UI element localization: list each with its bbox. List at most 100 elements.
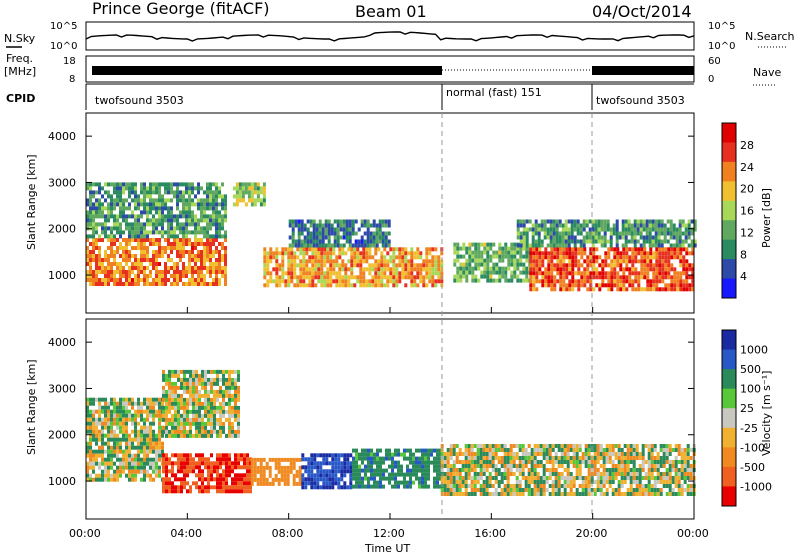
- cell-power-0: [119, 282, 122, 286]
- cell-power-5: [525, 279, 528, 283]
- cell-vel-1: [216, 453, 219, 457]
- cell-power-0: [152, 258, 155, 262]
- cell-power-1: [167, 226, 170, 230]
- cell-power-0: [164, 246, 167, 250]
- cell-power-6: [619, 275, 622, 279]
- cell-power-6: [592, 267, 595, 271]
- cell-vel-5: [376, 461, 379, 465]
- cell-power-7: [556, 232, 559, 236]
- cell-vel-0: [158, 422, 161, 426]
- cell-vel-2: [165, 382, 168, 386]
- cell-power-7: [634, 228, 637, 232]
- cell-power-4: [337, 228, 340, 232]
- cell-vel-0: [104, 458, 107, 462]
- cell-power-7: [604, 244, 607, 248]
- cell-power-5: [489, 279, 492, 283]
- cell-power-7: [517, 220, 520, 224]
- cell-power-3: [266, 283, 269, 287]
- cell-vel-6: [534, 492, 537, 496]
- cell-vel-4: [331, 477, 334, 481]
- cell-vel-2: [195, 398, 198, 402]
- cell-power-3: [419, 275, 422, 279]
- cell-vel-6: [492, 476, 495, 480]
- cell-vel-6: [597, 488, 600, 492]
- cell-vel-5: [382, 473, 385, 477]
- cell-vel-5: [397, 465, 400, 469]
- cell-power-3: [311, 247, 314, 251]
- cell-vel-0: [110, 446, 113, 450]
- cell-power-0: [179, 254, 182, 258]
- cell-vel-0: [107, 450, 110, 454]
- cell-vel-2: [162, 398, 165, 402]
- cell-vel-6: [618, 484, 621, 488]
- cell-power-1: [176, 190, 179, 194]
- cell-vel-6: [615, 476, 618, 480]
- cell-power-5: [462, 263, 465, 267]
- cell-power-6: [655, 275, 658, 279]
- cell-power-3: [359, 255, 362, 259]
- cell-vel-2: [186, 422, 189, 426]
- cell-vel-2: [231, 406, 234, 410]
- cell-power-4: [328, 232, 331, 236]
- cell-vel-6: [603, 492, 606, 496]
- cell-vel-1: [231, 469, 234, 473]
- cell-power-0: [197, 274, 200, 278]
- cell-power-1: [98, 234, 101, 238]
- cell-vel-5: [376, 481, 379, 485]
- cell-power-4: [370, 236, 373, 240]
- cell-vel-6: [552, 456, 555, 460]
- cell-power-4: [376, 236, 379, 240]
- cell-vel-0: [155, 446, 158, 450]
- cell-power-5: [492, 263, 495, 267]
- cell-vel-6: [459, 480, 462, 484]
- cell-vel-6: [459, 460, 462, 464]
- cell-power-3: [428, 271, 431, 275]
- cell-vel-5: [370, 449, 373, 453]
- cell-vel-5: [367, 449, 370, 453]
- cell-vel-2: [162, 430, 165, 434]
- cell-power-3: [401, 271, 404, 275]
- cell-vel-6: [516, 488, 519, 492]
- cell-power-3: [389, 247, 392, 251]
- cell-power-1: [185, 206, 188, 210]
- cell-vel-2: [201, 422, 204, 426]
- cell-power-6: [586, 259, 589, 263]
- cell-vel-3: [284, 466, 287, 470]
- cell-vel-1: [243, 465, 246, 469]
- cell-power-4: [382, 236, 385, 240]
- cell-power-1: [209, 226, 212, 230]
- cell-power-1: [176, 214, 179, 218]
- cell-power-0: [197, 270, 200, 274]
- cell-power-5: [456, 251, 459, 255]
- cell-vel-2: [222, 410, 225, 414]
- cell-power-1: [200, 218, 203, 222]
- cell-vel-5: [421, 457, 424, 461]
- cell-power-6: [616, 275, 619, 279]
- cell-vel-3: [269, 466, 272, 470]
- cell-power-6: [604, 283, 607, 287]
- cell-vel-3: [263, 482, 266, 486]
- cell-power-6: [565, 267, 568, 271]
- cell-power-6: [571, 251, 574, 255]
- cell-vel-4: [310, 465, 313, 469]
- cell-vel-3: [272, 458, 275, 462]
- cell-power-2: [263, 186, 266, 190]
- cell-power-6: [673, 287, 676, 291]
- cell-vel-6: [612, 464, 615, 468]
- cell-vel-2: [216, 422, 219, 426]
- cell-vel-0: [125, 398, 128, 402]
- cell-power-3: [275, 275, 278, 279]
- cell-power-3: [281, 275, 284, 279]
- cell-power-1: [149, 218, 152, 222]
- cell-power-7: [640, 244, 643, 248]
- cell-vel-2: [228, 418, 231, 422]
- cell-power-0: [203, 246, 206, 250]
- cell-vel-6: [486, 452, 489, 456]
- cell-vel-2: [198, 374, 201, 378]
- cell-vel-1: [228, 453, 231, 457]
- cell-power-1: [173, 194, 176, 198]
- cell-vel-2: [198, 430, 201, 434]
- cell-vel-6: [573, 456, 576, 460]
- cell-vel-0: [152, 462, 155, 466]
- cell-power-6: [643, 255, 646, 259]
